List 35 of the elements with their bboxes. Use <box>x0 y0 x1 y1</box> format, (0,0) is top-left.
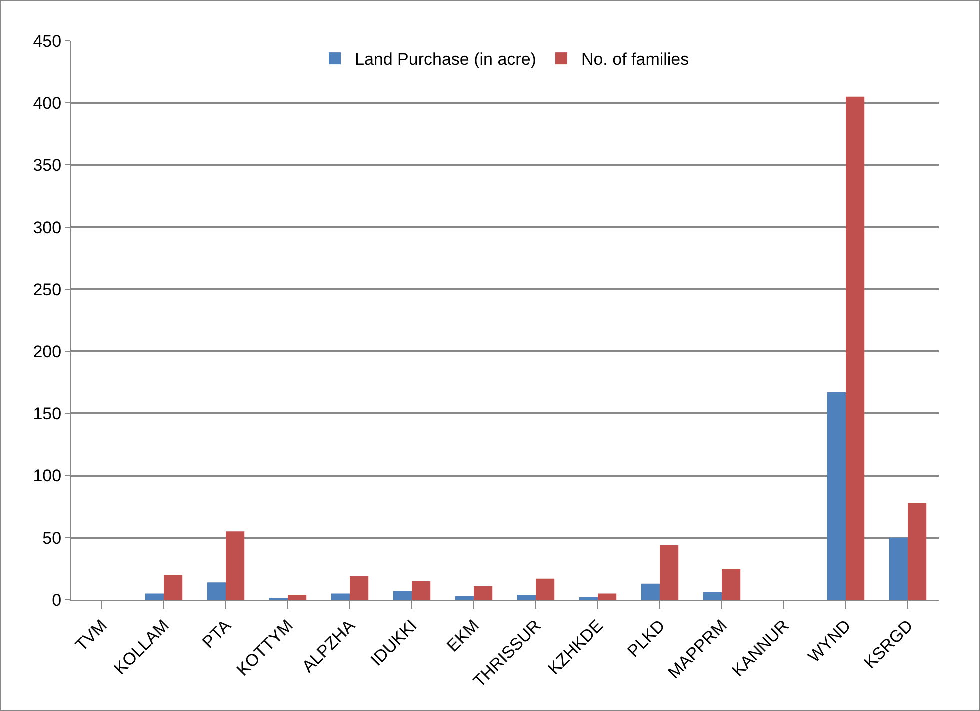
y-tick-label: 100 <box>33 466 62 486</box>
bar <box>455 596 474 600</box>
bar <box>908 503 927 600</box>
bar <box>827 392 846 600</box>
bar <box>598 594 617 600</box>
bar <box>474 586 493 600</box>
y-tick-label: 0 <box>52 590 62 610</box>
y-tick-label: 50 <box>42 528 62 548</box>
bar <box>517 595 536 600</box>
y-tick-label: 350 <box>33 156 62 176</box>
y-tick-label: 150 <box>33 404 62 424</box>
y-tick-label: 250 <box>33 280 62 300</box>
bar <box>703 592 722 600</box>
legend-label: Land Purchase (in acre) <box>355 50 536 70</box>
bar <box>536 578 555 600</box>
bar <box>393 591 412 600</box>
bar <box>722 568 741 600</box>
y-tick-label: 400 <box>33 94 62 114</box>
bar <box>660 545 679 600</box>
bar <box>889 538 908 600</box>
bar <box>226 532 245 600</box>
bar <box>641 584 660 600</box>
bar <box>846 96 865 600</box>
x-tick-label: PTA <box>198 616 236 652</box>
bar <box>145 594 164 600</box>
y-tick-label: 450 <box>33 32 62 51</box>
bar <box>164 575 183 600</box>
bar <box>207 582 226 600</box>
bar <box>288 595 307 600</box>
legend-label: No. of families <box>581 50 690 70</box>
bar <box>350 576 369 600</box>
y-tick-label: 200 <box>33 342 62 362</box>
y-tick-label: 300 <box>33 218 62 238</box>
bar <box>331 594 350 600</box>
bar <box>412 581 431 600</box>
